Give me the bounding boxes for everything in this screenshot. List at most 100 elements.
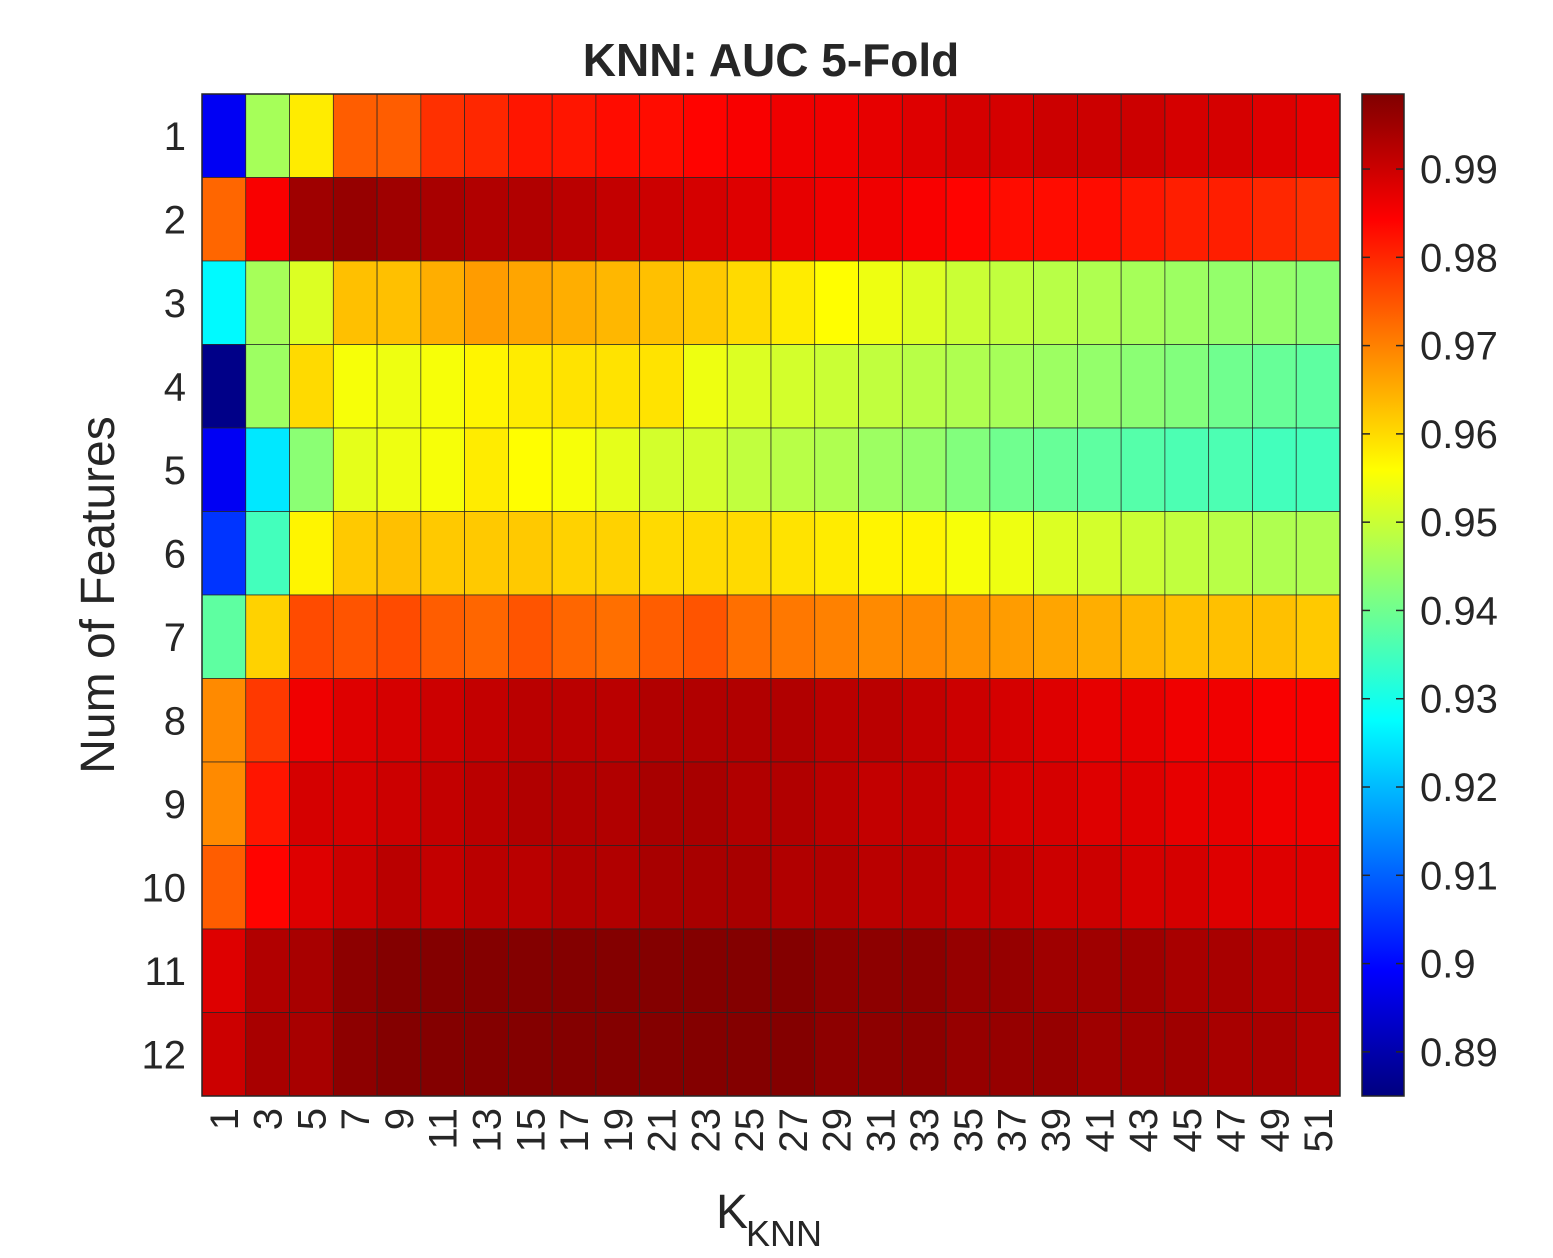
heatmap-cell [376,761,422,846]
heatmap-cell [945,928,991,1013]
heatmap-cell [1164,678,1210,763]
heatmap-cell [376,260,422,345]
heatmap-cell [814,177,859,262]
heatmap-cell [1120,511,1166,596]
heatmap-cell [464,678,509,763]
heatmap-cell [1033,845,1078,930]
heatmap-cell [245,260,290,345]
heatmap-cell [945,761,991,846]
heatmap-cell [245,427,290,512]
heatmap-cell [1120,93,1166,178]
heatmap-cell [508,344,553,429]
heatmap-cell [332,427,378,512]
heatmap-cell [770,511,816,596]
heatmap-cell [551,678,597,763]
heatmap-cell [420,928,465,1013]
heatmap-cell [551,1012,597,1097]
heatmap-cell [1120,761,1166,846]
heatmap-cell [945,260,991,345]
heatmap-cell [901,1012,947,1097]
heatmap-cell [420,427,465,512]
colorbar-gradient [1361,93,1405,1097]
heatmap-cell [858,928,903,1013]
heatmap-cell [376,344,422,429]
heatmap-cell [332,761,378,846]
heatmap-cell [376,93,422,178]
heatmap-cell [551,511,597,596]
heatmap-cell [289,761,334,846]
x-tick-label: 51 [1297,1108,1341,1153]
heatmap-cell [420,511,465,596]
heatmap-cell [814,594,859,679]
x-tick-label: 21 [641,1108,685,1153]
heatmap-cell [1033,177,1078,262]
x-tick-label: 23 [684,1108,728,1153]
heatmap-cell [1208,928,1253,1013]
heatmap-cell [508,511,553,596]
heatmap-cell [901,260,947,345]
heatmap-cell [201,177,247,262]
heatmap-cell [464,594,509,679]
colorbar-tick-label: 0.95 [1420,501,1498,545]
heatmap-cell [945,845,991,930]
heatmap-cell [1208,845,1253,930]
heatmap-cell [551,93,597,178]
heatmap-cell [770,845,816,930]
heatmap-cell [1295,928,1341,1013]
heatmap-cell [1208,761,1253,846]
heatmap-cell [683,761,728,846]
heatmap-cell [858,845,903,930]
heatmap-cell [1295,427,1341,512]
heatmap-cell [332,511,378,596]
heatmap-cell [420,761,465,846]
x-tick-label: 19 [597,1108,641,1153]
heatmap-cell [1252,1012,1297,1097]
heatmap-cell [1208,93,1253,178]
heatmap-cell [551,928,597,1013]
heatmap-cell [1252,93,1297,178]
heatmap-cell [595,678,641,763]
heatmap-cell [901,344,947,429]
heatmap-cell [201,1012,247,1097]
heatmap-cell [289,845,334,930]
heatmap-cell [1208,1012,1253,1097]
heatmap-cell [770,93,816,178]
heatmap-cell [1077,93,1122,178]
heatmap-cell [989,344,1034,429]
heatmap-cell [245,761,290,846]
heatmap-cell [289,511,334,596]
heatmap-cell [639,177,684,262]
heatmap-cell [245,678,290,763]
heatmap-cell [639,1012,684,1097]
heatmap-cell [1295,761,1341,846]
heatmap-cell [595,511,641,596]
heatmap-cell [683,511,728,596]
x-tick-label: 29 [816,1108,860,1153]
heatmap-cell [726,761,772,846]
heatmap-cell [245,594,290,679]
heatmap-cell [551,427,597,512]
heatmap-cell [1164,177,1210,262]
heatmap-cell [726,1012,772,1097]
heatmap-cell [1164,93,1210,178]
colorbar-tick-label: 0.89 [1420,1031,1498,1075]
heatmap-cell [595,594,641,679]
heatmap-cell [945,177,991,262]
x-tick-label: 9 [378,1108,422,1130]
heatmap-cell [858,177,903,262]
heatmap-cell [1295,594,1341,679]
heatmap-cell [332,260,378,345]
heatmap-cell [332,594,378,679]
heatmap-cell [1208,678,1253,763]
heatmap-cell [1295,260,1341,345]
heatmap-cell [332,845,378,930]
heatmap-cell [683,594,728,679]
heatmap-cell [551,845,597,930]
heatmap-cell [858,344,903,429]
heatmap-cell [639,928,684,1013]
heatmap-cell [770,177,816,262]
heatmap-cell [814,928,859,1013]
heatmap-cell [1252,928,1297,1013]
heatmap-cell [245,928,290,1013]
